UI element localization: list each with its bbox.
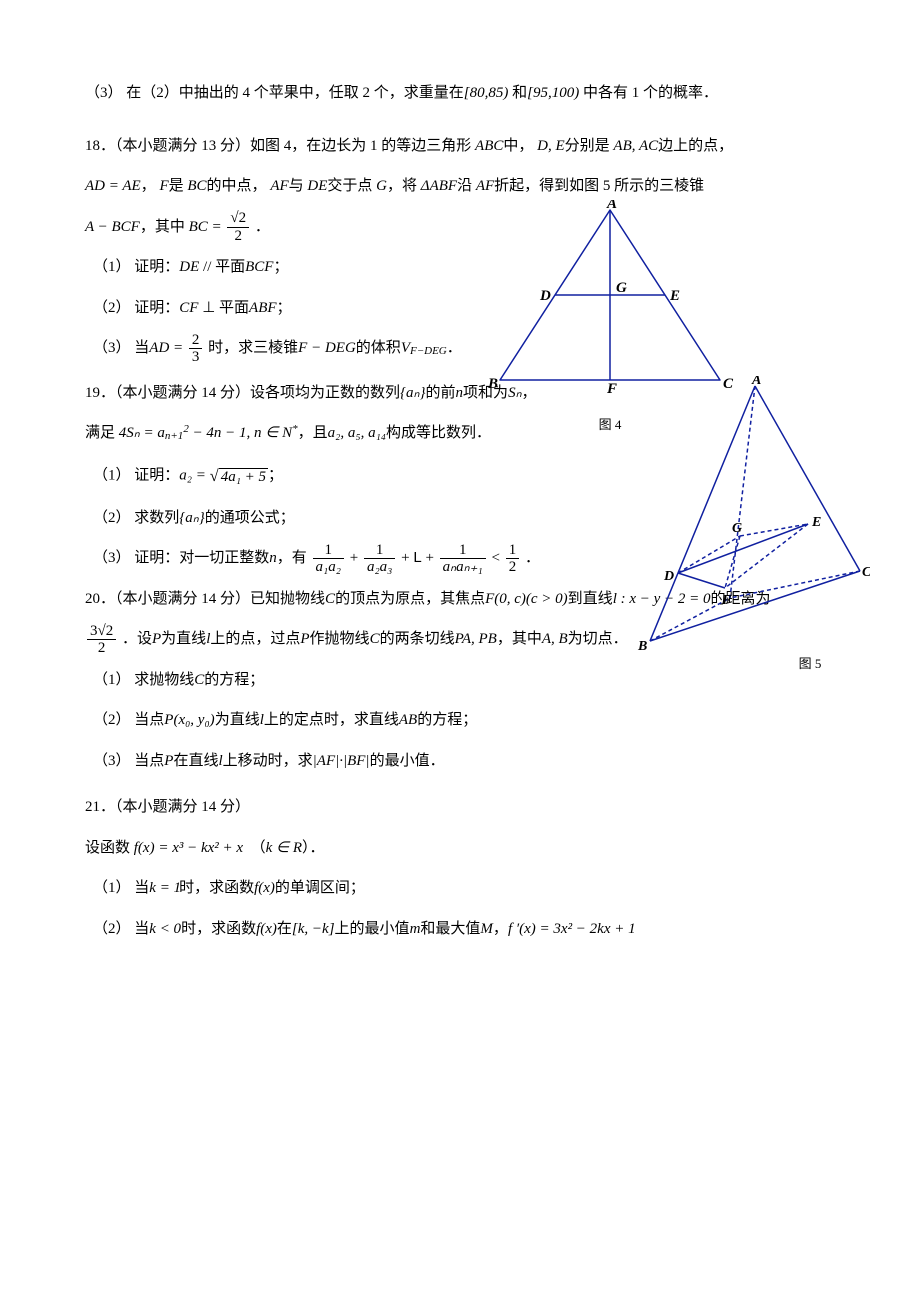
q21-stem-2: 设函数 f(x) = x³ − kx² + x （k ∈ R）． (85, 831, 840, 866)
svg-text:D: D (663, 569, 674, 584)
q21-p1: （1） 当k = 1时，求函数f(x)的单调区间； (85, 871, 840, 906)
q-num: 19． (85, 385, 115, 401)
svg-text:C: C (862, 565, 870, 580)
q17-part3: （3） 在（2）中抽出的 4 个苹果中，任取 2 个，求重量在[80,85) 和… (85, 76, 840, 111)
svg-text:A: A (751, 376, 761, 388)
q-num: 21． (85, 799, 115, 815)
svg-text:B: B (637, 639, 647, 654)
svg-text:D: D (539, 288, 551, 304)
q20-p2: （2） 当点P(x₀, y₀)为直线l上的定点时，求直线AB的方程； (85, 703, 840, 738)
svg-text:E: E (669, 288, 680, 304)
q20-p3: （3） 当点P在直线l上移动时，求|AF|·|BF|的最小值． (85, 744, 840, 779)
q18-stem: 18．（本小题满分 13 分）如图 4，在边长为 1 的等边三角形 ABC中， … (85, 129, 840, 164)
svg-text:E: E (811, 515, 821, 530)
svg-text:A: A (606, 200, 617, 212)
label: （3） (85, 85, 123, 101)
q-num: 18． (85, 138, 115, 154)
q21-p2: （2） 当k < 0时，求函数f(x)在[k, −k]上的最小值m和最大值M，f… (85, 912, 840, 947)
svg-text:F: F (721, 593, 732, 608)
q21-stem: 21．（本小题满分 14 分） (85, 790, 840, 825)
q18-stem-2: AD = AE， F是 BC的中点， AF与 DE交于点 G，将 ΔABF沿 A… (85, 169, 840, 204)
svg-text:G: G (616, 280, 627, 296)
q-num: 20． (85, 591, 115, 607)
figure-5: A B C D E F G 图 5 (620, 376, 870, 679)
svg-text:G: G (732, 521, 742, 536)
